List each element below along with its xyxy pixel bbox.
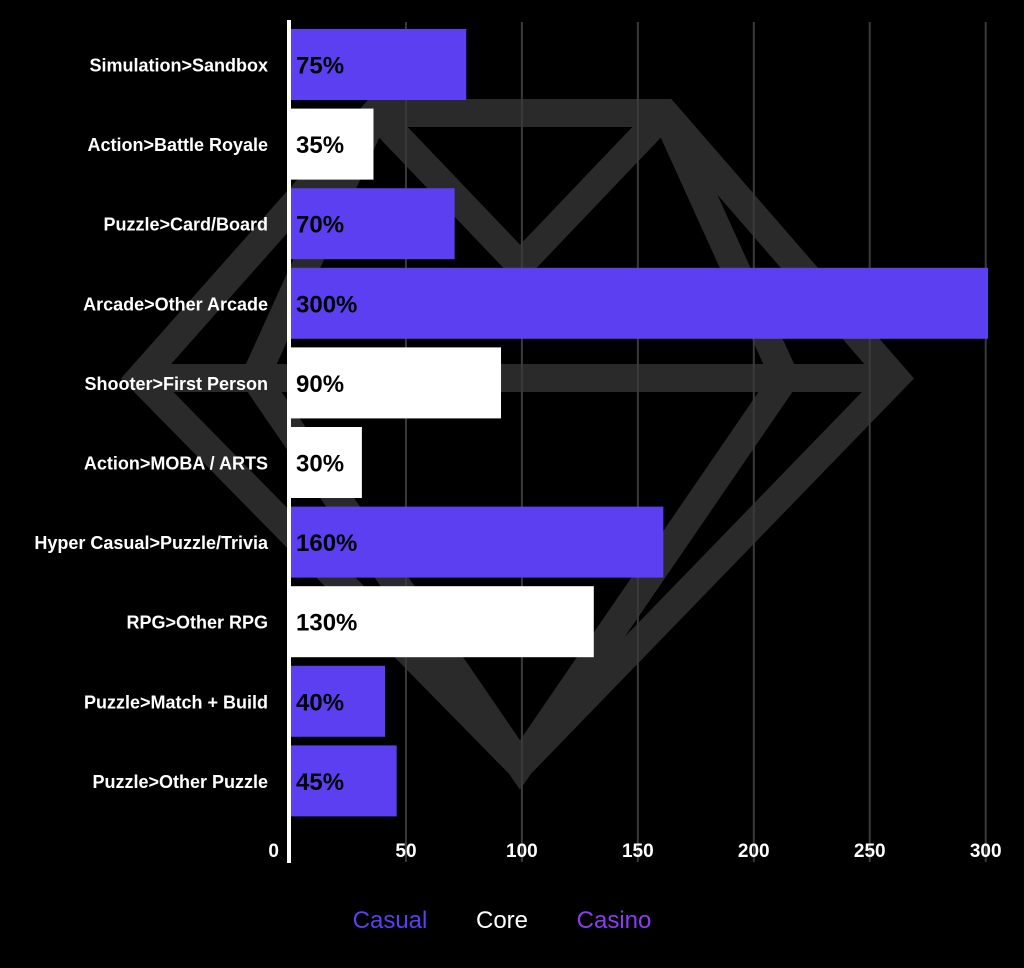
bar (290, 427, 362, 498)
category-label: Puzzle>Card/Board (103, 215, 268, 235)
x-tick-label: 0 (268, 841, 279, 862)
bar (290, 267, 988, 339)
x-tick-label: 100 (506, 841, 538, 862)
category-label: Hyper Casual>Puzzle/Trivia (34, 533, 269, 553)
category-label: Shooter>First Person (84, 374, 268, 394)
x-tick-label: 150 (622, 841, 654, 862)
data-label: 130% (296, 610, 357, 637)
data-label: 45% (296, 769, 344, 796)
legend: Casual Core Casino (353, 907, 652, 934)
axis: 0 50 100 150 200 250 300 (268, 20, 1002, 863)
data-label: 75% (296, 53, 344, 80)
bar (290, 586, 594, 658)
bar (290, 188, 455, 260)
bar (290, 506, 664, 578)
bars: Simulation>Sandbox 75% Action>Battle Royal… (34, 29, 988, 817)
category-label: Action>Battle Royale (87, 135, 268, 155)
category-label: Puzzle>Match + Build (84, 692, 268, 712)
x-tick-label: 50 (395, 841, 416, 862)
data-label: 90% (296, 371, 344, 398)
category-label: Arcade>Other Arcade (83, 294, 268, 314)
category-label: Action>MOBA / ARTS (84, 454, 268, 474)
diamond-crown (364, 103, 676, 286)
legend-entry: Casino (577, 907, 652, 934)
x-tick-label: 250 (854, 841, 886, 862)
bar (290, 29, 467, 100)
diamond-outline (120, 99, 914, 786)
bar (290, 347, 502, 419)
x-tick-label: 300 (970, 841, 1002, 862)
x-tick-label: 200 (738, 841, 770, 862)
data-label: 300% (296, 291, 357, 318)
category-label: Simulation>Sandbox (89, 56, 268, 76)
diamond-watermark-icon (120, 99, 914, 790)
grid-lines (404, 22, 987, 862)
data-label: 160% (296, 530, 357, 557)
data-label: 35% (296, 132, 344, 159)
data-label: 40% (296, 689, 344, 716)
bar (290, 745, 397, 817)
category-label: Puzzle>Other Puzzle (92, 772, 268, 792)
bar (290, 108, 374, 180)
category-label: RPG>Other RPG (126, 613, 268, 633)
data-label: 70% (296, 212, 344, 239)
data-label: 30% (296, 451, 344, 478)
legend-entry: Casual (353, 907, 428, 934)
legend-entry: Core (476, 907, 528, 934)
bar (290, 665, 386, 737)
